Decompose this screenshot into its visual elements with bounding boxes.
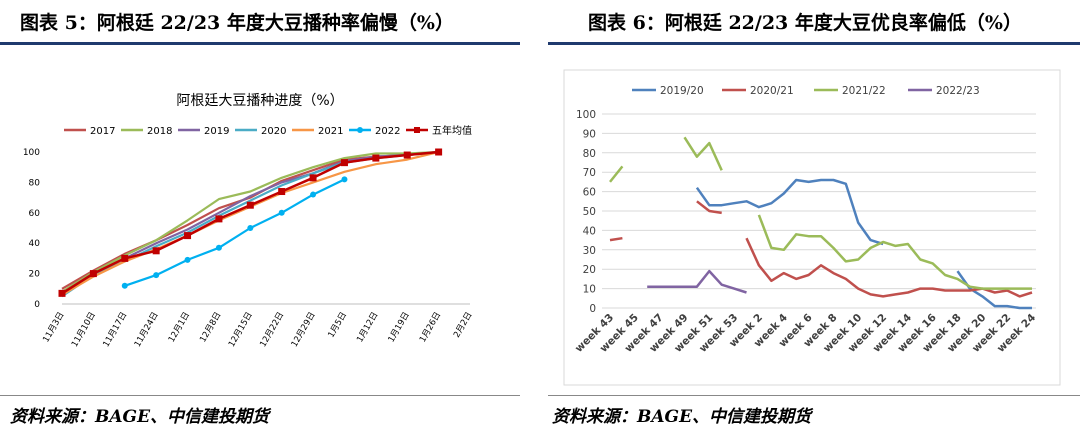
legend-label: 2022/23 <box>936 85 980 97</box>
x-tick-label: 12月22日 <box>258 311 286 349</box>
data-point <box>184 256 191 263</box>
data-point <box>278 209 285 216</box>
right-title-rule <box>548 42 1080 45</box>
data-point <box>309 174 317 182</box>
data-point <box>247 225 254 231</box>
data-point <box>278 188 286 196</box>
x-tick-label: 1月5日 <box>326 311 349 340</box>
left-source: 资料来源：BAGE、中信建投期货 <box>10 407 270 427</box>
legend-marker <box>357 127 363 133</box>
x-tick-label: 12月15日 <box>227 311 255 349</box>
legend-label: 2019/20 <box>660 85 704 97</box>
y-tick-label: 20 <box>29 270 41 280</box>
y-tick-label: 40 <box>29 239 41 249</box>
series-line-2020 <box>61 150 439 298</box>
x-tick-label: 11月17日 <box>101 311 129 349</box>
y-tick-label: 30 <box>583 245 596 257</box>
data-point <box>215 244 222 251</box>
left-title-rule <box>0 42 520 45</box>
x-tick-label: 12月29日 <box>290 311 318 349</box>
data-point <box>341 176 348 183</box>
y-tick-label: 0 <box>34 300 40 310</box>
data-point <box>340 159 348 167</box>
legend-label: 2021/22 <box>842 85 886 97</box>
legend-label: 2020/21 <box>750 85 794 97</box>
data-point <box>153 272 160 279</box>
data-point <box>121 282 128 289</box>
y-tick-label: 0 <box>589 303 596 315</box>
data-point <box>215 215 223 223</box>
right-chart: 0 10 20 30 40 50 60 70 80 90 100 2019/20 2020/21 2021… <box>563 69 1061 386</box>
x-tick-label: 1月26日 <box>418 311 443 345</box>
series-line-2020/21 <box>609 200 1033 298</box>
y-tick-label: 20 <box>583 264 596 276</box>
legend-label: 2019 <box>204 126 229 137</box>
data-point <box>152 247 160 255</box>
data-point <box>58 289 66 297</box>
series-line-2018 <box>61 150 439 293</box>
series-line-2017 <box>61 150 439 290</box>
y-tick-label: 100 <box>576 109 596 121</box>
y-tick-label: 90 <box>583 128 596 140</box>
legend-label: 2021 <box>318 126 343 137</box>
y-tick-label: 70 <box>583 167 596 179</box>
left-chart: 阿根廷大豆播种进度（%） 2017 2018 2019 2020 2021 2022 五年均值… <box>23 93 475 349</box>
data-point <box>89 270 97 278</box>
y-tick-label: 40 <box>583 225 596 237</box>
x-tick-label: 1月19日 <box>387 311 412 345</box>
y-tick-label: 60 <box>583 187 596 199</box>
y-tick-label: 10 <box>583 284 596 296</box>
data-point <box>310 191 317 198</box>
legend-label: 2020 <box>261 126 286 137</box>
chart-title: 阿根廷大豆播种进度（%） <box>176 93 343 109</box>
x-tick-label: 2月2日 <box>452 311 475 340</box>
legend-label: 2022 <box>375 126 400 137</box>
data-point <box>184 232 192 240</box>
chart-frame <box>563 69 1061 386</box>
legend-label: 五年均值 <box>432 124 472 137</box>
legend-label: 2017 <box>90 126 115 137</box>
series-line-2021/22 <box>609 136 1032 290</box>
y-tick-label: 60 <box>29 209 41 219</box>
right-bottom-rule <box>548 395 1080 396</box>
x-tick-label: 11月10日 <box>70 311 98 349</box>
data-point <box>403 151 411 159</box>
left-panel-title: 图表 5：阿根廷 22/23 年度大豆播种率偏慢（%） <box>20 12 454 34</box>
right-panel-title: 图表 6：阿根廷 22/23 年度大豆优良率偏低（%） <box>588 12 1022 34</box>
y-tick-label: 100 <box>23 148 40 158</box>
series-line-2019/20 <box>695 178 1032 310</box>
y-tick-label: 80 <box>583 148 596 160</box>
data-point <box>121 254 129 262</box>
series-line-2021 <box>61 150 439 296</box>
left-bottom-rule <box>0 395 520 396</box>
x-tick-label: 12月1日 <box>167 311 192 345</box>
series-line-2022/23 <box>647 269 747 294</box>
x-tick-label: 11月24日 <box>133 311 161 349</box>
y-tick-label: 50 <box>583 206 596 218</box>
series-line-五年均值 <box>61 150 439 295</box>
data-point <box>435 148 443 156</box>
x-tick-label: 12月8日 <box>198 311 223 345</box>
series-line-2019 <box>61 150 439 295</box>
x-tick-label: 11月3日 <box>41 311 66 345</box>
data-point <box>246 201 254 209</box>
series-line-2022 <box>124 178 345 287</box>
data-point <box>372 154 380 162</box>
x-tick-label: 1月12日 <box>355 311 380 345</box>
legend-label: 2018 <box>147 126 172 137</box>
right-source: 资料来源：BAGE、中信建投期货 <box>552 407 812 427</box>
y-tick-label: 80 <box>29 178 41 188</box>
legend-marker <box>414 127 420 133</box>
